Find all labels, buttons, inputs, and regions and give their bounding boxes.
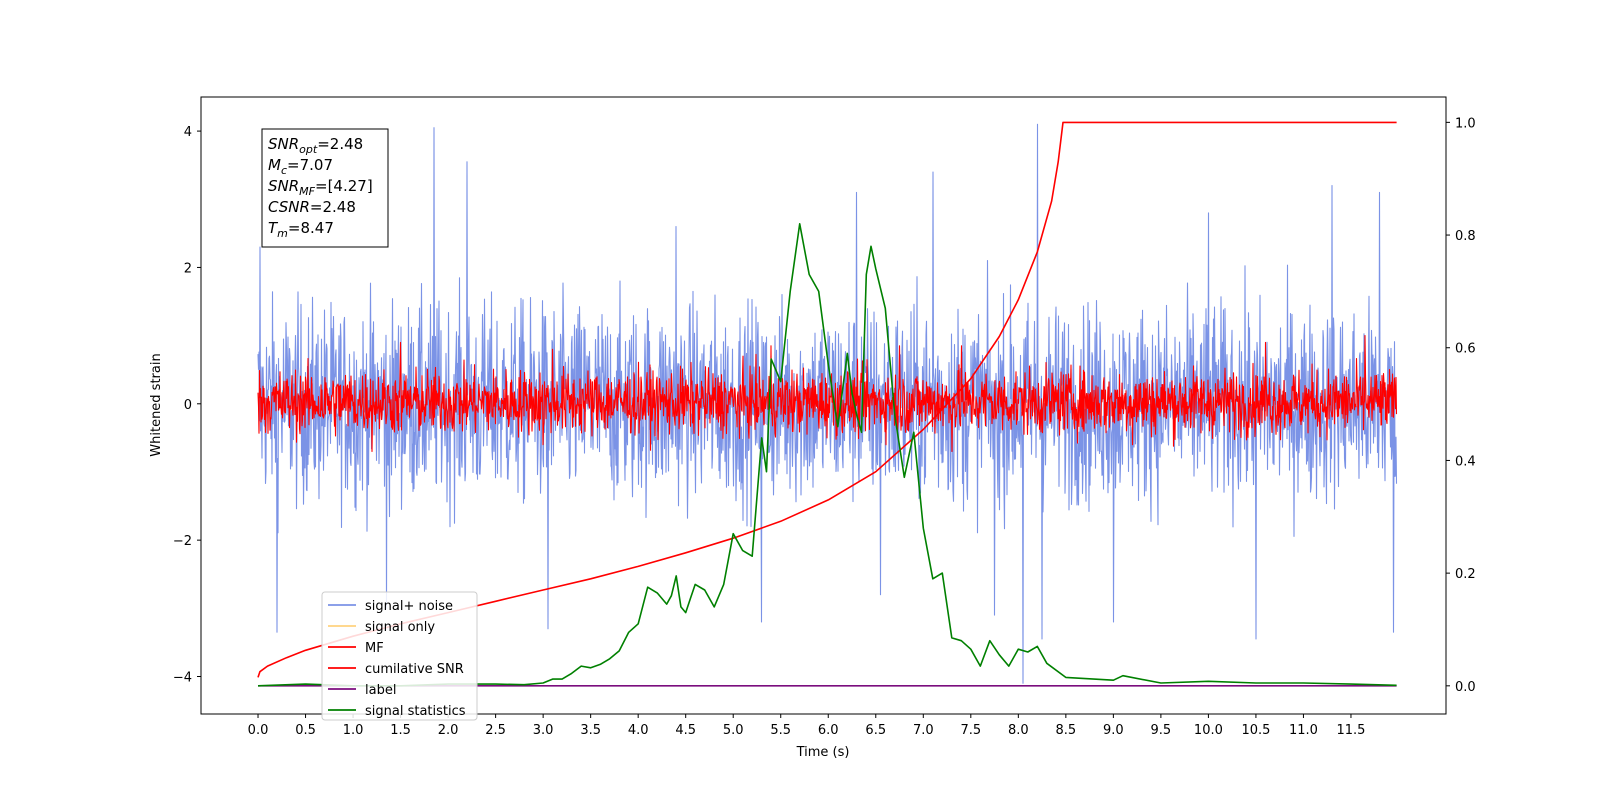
x-tick-label: 4.5	[675, 723, 696, 738]
x-tick-label: 8.0	[1008, 723, 1029, 738]
signal-statistics-series	[257, 223, 1397, 687]
legend-label: signal+ noise	[365, 599, 453, 614]
x-tick-label: 0.0	[248, 723, 269, 738]
annotation-variable: M	[268, 156, 281, 174]
x-tick-label: 3.0	[533, 723, 554, 738]
annotation-variable: SNR	[268, 177, 299, 195]
stats-annotation: SNRopt=2.48Mc=7.07SNRMF=[4.27]CSNR=2.48T…	[261, 128, 389, 248]
y2-tick-label: 0.4	[1455, 454, 1476, 469]
annotation-value: =2.48	[310, 198, 356, 216]
x-tick-label: 6.5	[865, 723, 886, 738]
y-axis-right: 1.0 0.8 0.6 0.4 0.2 0.0	[1446, 116, 1476, 695]
x-tick-label: 3.5	[580, 723, 601, 738]
axes-frame	[200, 96, 1447, 715]
x-tick-label: 1.5	[390, 723, 411, 738]
x-tick-label: 1.0	[343, 723, 364, 738]
x-tick-label: 11.0	[1289, 723, 1318, 738]
y2-tick-label: 0.0	[1455, 680, 1476, 695]
annotation-line: Tm=8.47	[268, 219, 334, 240]
x-tick-label: 10.0	[1194, 723, 1223, 738]
y-tick-label: −2	[173, 534, 192, 549]
legend-label: signal only	[365, 620, 435, 635]
x-tick-label: 8.5	[1056, 723, 1077, 738]
y-tick-label: 2	[184, 261, 192, 276]
x-tick-label: 9.0	[1103, 723, 1124, 738]
y-tick-label: 0	[184, 398, 192, 413]
x-tick-label: 6.0	[818, 723, 839, 738]
y2-tick-label: 0.2	[1455, 567, 1476, 582]
x-tick-label: 11.5	[1336, 723, 1365, 738]
x-axis-label: Time (s)	[796, 745, 850, 760]
x-tick-label: 7.0	[913, 723, 934, 738]
cumilative-snr-series	[257, 121, 1397, 678]
y2-tick-label: 0.6	[1455, 342, 1476, 357]
y2-tick-label: 1.0	[1455, 116, 1476, 131]
annotation-line: SNRMF=[4.27]	[268, 177, 373, 198]
legend-label: MF	[365, 641, 384, 656]
annotation-subscript: c	[281, 164, 287, 177]
signal-noise-series	[257, 123, 1398, 684]
annotation-subscript: MF	[299, 185, 315, 198]
x-tick-label: 0.5	[295, 723, 316, 738]
annotation-variable: SNR	[268, 135, 299, 153]
x-tick-label: 5.0	[723, 723, 744, 738]
annotation-box	[261, 128, 389, 248]
x-tick-label: 7.5	[960, 723, 981, 738]
y-axis-left: 4 2 0 −2 −4	[173, 125, 201, 686]
x-axis: 0.0 0.5 1.0 1.5 2.0 2.5 3.0 3.5 4.0 4.5 5.0 5.5 6.0 6…	[248, 714, 1365, 738]
x-tick-label: 4.0	[628, 723, 649, 738]
annotation-line: SNRopt=2.48	[268, 135, 363, 156]
x-tick-label: 9.5	[1151, 723, 1172, 738]
annotation-variable: CSNR	[268, 198, 310, 216]
x-tick-label: 2.5	[485, 723, 506, 738]
mf-series	[257, 335, 1398, 453]
x-tick-label: 10.5	[1241, 723, 1270, 738]
annotation-line: Mc=7.07	[268, 156, 333, 177]
legend-label: label	[365, 683, 396, 698]
legend-label: cumilative SNR	[365, 662, 464, 677]
annotation-value: =[4.27]	[315, 177, 373, 195]
y-tick-label: −4	[173, 671, 192, 686]
legend-label: signal statistics	[365, 704, 466, 719]
y2-tick-label: 0.8	[1455, 229, 1476, 244]
annotation-variable: T	[268, 219, 279, 237]
annotation-line: CSNR=2.48	[268, 198, 356, 216]
y-tick-label: 4	[184, 125, 192, 140]
annotation-value: =8.47	[288, 219, 334, 237]
annotation-value: =2.48	[317, 135, 363, 153]
legend-box	[321, 591, 478, 721]
annotation-subscript: m	[277, 227, 288, 240]
annotation-subscript: opt	[299, 143, 318, 156]
x-tick-label: 5.5	[770, 723, 791, 738]
annotation-value: =7.07	[287, 156, 333, 174]
y-axis-label: Whitened strain	[149, 353, 164, 456]
x-tick-label: 2.0	[438, 723, 459, 738]
legend: signal+ noise signal only MF cumilative SNR…	[321, 591, 478, 721]
